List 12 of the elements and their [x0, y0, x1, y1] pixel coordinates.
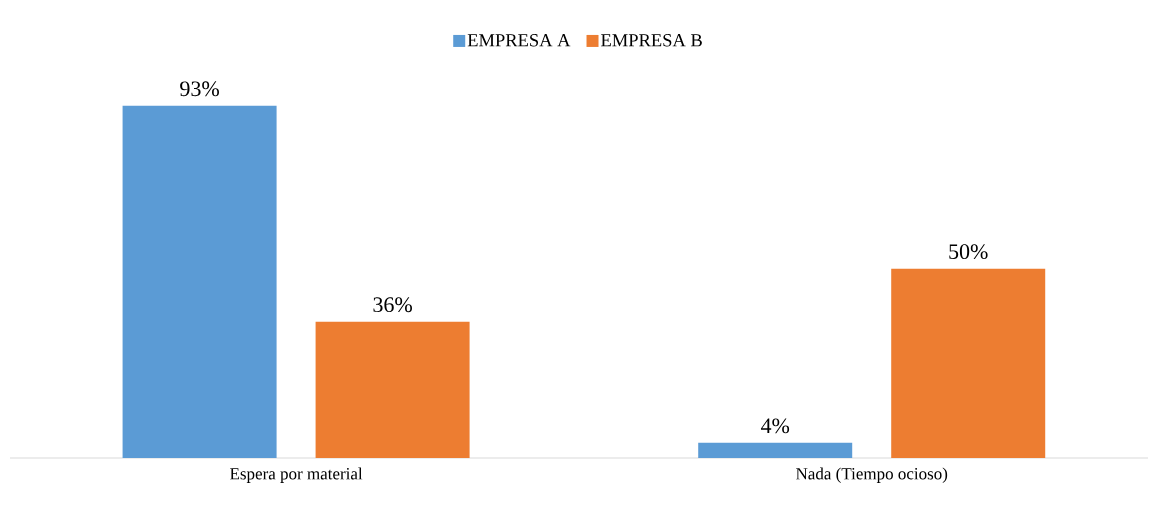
x-tick-label: Nada (Tiempo ocioso)	[796, 467, 948, 483]
bar	[315, 321, 470, 458]
data-label: 36%	[373, 297, 412, 313]
bar	[698, 442, 853, 458]
data-label: 50%	[949, 244, 988, 260]
legend-label: EMPRESA B	[601, 34, 702, 47]
data-label: 4%	[760, 418, 790, 434]
bar	[122, 105, 277, 458]
data-label: 93%	[180, 81, 219, 97]
legend-label: EMPRESA A	[467, 34, 571, 47]
bar	[891, 268, 1046, 458]
x-tick-label: Espera por material	[230, 467, 363, 483]
